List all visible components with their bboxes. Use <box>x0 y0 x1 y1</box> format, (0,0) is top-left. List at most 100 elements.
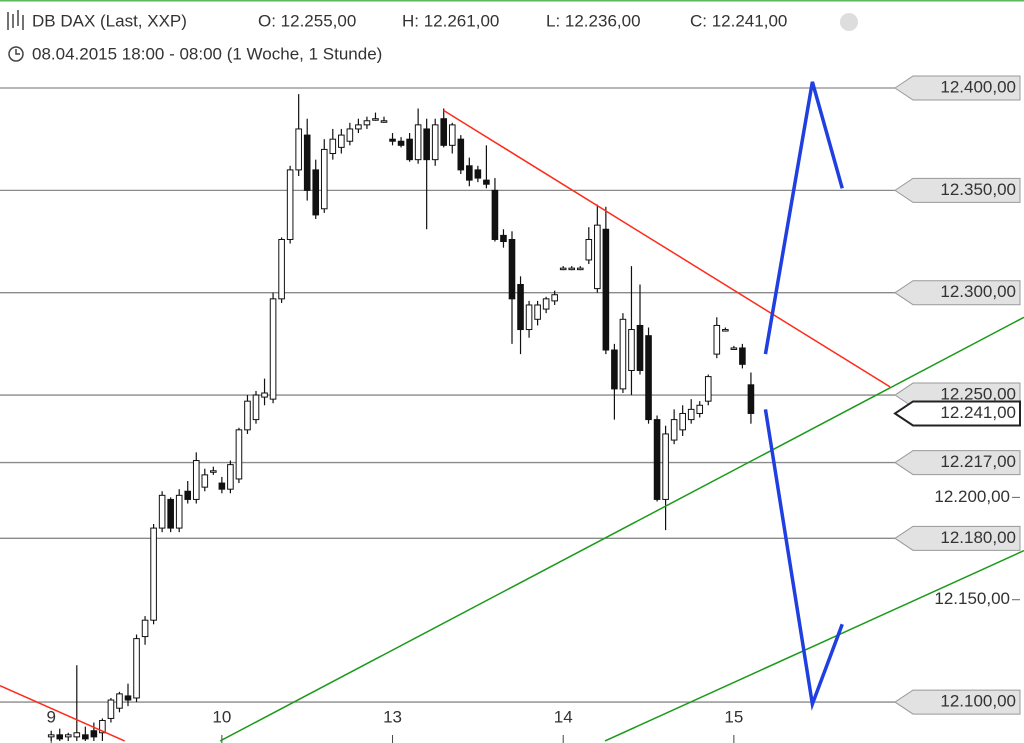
level-label: 12.217,00 <box>940 452 1016 471</box>
candle-body <box>244 400 251 431</box>
candle-body <box>576 267 584 271</box>
candle-body <box>500 234 507 243</box>
close-label: C: 12.241,00 <box>690 11 787 30</box>
candle-body <box>628 329 635 371</box>
trend-line <box>763 409 844 711</box>
level-box <box>894 177 1021 203</box>
candle-body <box>184 490 192 500</box>
level-label: 12.300,00 <box>940 282 1016 301</box>
level-label: 12.100,00 <box>940 692 1016 711</box>
candle-body <box>124 695 132 701</box>
current-price-box <box>893 400 1021 427</box>
candle-body <box>278 238 285 300</box>
level-label: 12.350,00 <box>940 180 1016 199</box>
candle-body <box>696 404 704 414</box>
candle-body <box>585 238 593 261</box>
candle-body <box>107 699 115 719</box>
candle-body <box>380 120 388 123</box>
candle-body <box>397 140 405 146</box>
trend-line <box>604 549 1024 742</box>
candle-body <box>602 228 610 351</box>
candle-body <box>457 138 465 171</box>
candle-body <box>466 165 473 181</box>
candle-body <box>687 408 695 421</box>
candle-body <box>47 734 55 738</box>
candle-body <box>491 189 499 240</box>
candle-body <box>235 429 243 480</box>
candle-body <box>82 734 89 740</box>
candle-body <box>653 419 661 500</box>
candle-body <box>704 376 712 402</box>
candle-body <box>594 224 601 290</box>
candle-body <box>355 124 362 130</box>
x-tick-label: 14 <box>554 707 573 726</box>
candle-body <box>167 498 174 529</box>
candle-body <box>517 284 524 331</box>
open-label: O: 12.255,00 <box>258 11 356 30</box>
candle-body <box>662 433 669 500</box>
x-tick-label: 9 <box>46 707 55 726</box>
candle-body <box>175 494 183 529</box>
trend-line <box>219 316 1024 742</box>
candle-body <box>56 734 64 740</box>
candle-body <box>423 128 430 161</box>
candle-body <box>483 179 490 185</box>
y-tick-label: 12.150,00 <box>934 589 1010 608</box>
candle-body <box>389 138 396 142</box>
chart-subtitle: 08.04.2015 18:00 - 08:00 (1 Woche, 1 Stu… <box>32 44 382 63</box>
candle-body <box>508 238 516 300</box>
level-box <box>894 280 1021 306</box>
level-label: 12.250,00 <box>940 385 1016 404</box>
chart-icon <box>7 10 24 30</box>
candle-body <box>551 294 558 302</box>
candle-body <box>141 619 149 638</box>
trend-line <box>763 81 844 355</box>
low-label: L: 12.236,00 <box>546 11 641 30</box>
candle-body <box>559 267 567 271</box>
candle-body <box>227 464 234 490</box>
candle-body <box>133 638 140 699</box>
candle-body <box>670 419 678 441</box>
candle-body <box>218 482 226 490</box>
candle-body <box>329 138 337 155</box>
level-label: 12.400,00 <box>940 77 1016 96</box>
candle-body <box>619 318 627 390</box>
candle-body <box>730 347 738 350</box>
x-tick-label: 15 <box>724 707 743 726</box>
candle-body <box>252 394 260 421</box>
clock-icon <box>8 46 24 62</box>
candle-body <box>363 120 371 126</box>
candle-body <box>372 118 379 121</box>
high-label: H: 12.261,00 <box>402 11 499 30</box>
settings-button[interactable] <box>840 13 858 31</box>
candle-body <box>645 335 652 421</box>
candle-body <box>679 412 686 431</box>
candle-body <box>320 148 328 210</box>
candle-body <box>636 324 644 371</box>
candle-body <box>261 392 268 398</box>
level-box <box>894 689 1021 715</box>
level-box <box>894 75 1021 101</box>
candle-body <box>525 304 533 331</box>
candle-body <box>534 304 541 320</box>
candle-body <box>73 732 81 738</box>
candle-body <box>542 298 550 310</box>
candle-body <box>210 470 217 473</box>
candle-body <box>414 124 422 161</box>
candle-body <box>722 329 729 332</box>
chart-title: DB DAX (Last, XXP) <box>32 11 187 30</box>
candle-body <box>150 527 157 621</box>
candle-body <box>568 267 576 271</box>
level-box <box>894 525 1021 551</box>
candle-body <box>99 719 106 734</box>
candle-body <box>269 298 277 400</box>
current-price-label: 12.241,00 <box>940 403 1016 422</box>
candle-body <box>440 118 448 146</box>
candle-body <box>474 169 482 179</box>
candle-body <box>90 730 98 738</box>
candle-body <box>286 169 294 240</box>
candle-body <box>431 124 439 161</box>
candle-body <box>611 349 618 390</box>
candle-body <box>448 124 456 146</box>
